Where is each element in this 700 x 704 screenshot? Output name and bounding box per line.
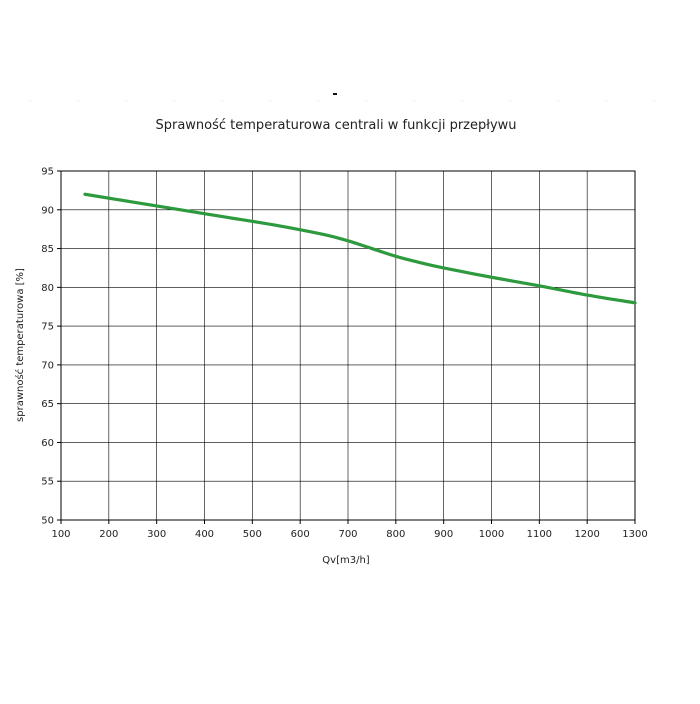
y-tick-label: 55 bbox=[41, 477, 54, 488]
grid bbox=[60, 170, 636, 521]
data-point bbox=[275, 224, 278, 227]
data-point bbox=[131, 201, 134, 204]
y-tick-label: 85 bbox=[41, 244, 54, 255]
x-axis-ticks: 100 200 300 400 500 600 700 800 900 1000 1100 1200 1… bbox=[51, 520, 648, 540]
y-axis-label: sprawność temperaturowa [%] bbox=[14, 268, 26, 422]
data-point bbox=[323, 233, 326, 236]
x-tick-label: 800 bbox=[386, 529, 405, 540]
data-point bbox=[490, 276, 493, 279]
series-line-0 bbox=[83, 192, 637, 305]
data-point bbox=[394, 255, 397, 258]
x-tick-label: 1300 bbox=[622, 529, 647, 540]
data-point bbox=[347, 239, 350, 242]
y-tick-label: 70 bbox=[41, 360, 54, 371]
series-layer bbox=[83, 192, 637, 305]
y-tick-label: 95 bbox=[41, 167, 54, 178]
data-point bbox=[84, 193, 87, 196]
x-tick-label: 300 bbox=[147, 529, 166, 540]
x-tick-label: 1000 bbox=[479, 529, 504, 540]
data-point bbox=[586, 294, 589, 297]
y-tick-label: 90 bbox=[41, 205, 54, 216]
y-tick-label: 60 bbox=[41, 438, 54, 449]
x-tick-label: 700 bbox=[338, 529, 357, 540]
data-point bbox=[538, 284, 541, 287]
chart-title: Sprawność temperaturowa centrali w funkc… bbox=[155, 118, 516, 133]
data-point bbox=[634, 301, 637, 304]
data-point bbox=[371, 247, 374, 250]
y-tick-label: 50 bbox=[41, 516, 54, 527]
y-tick-label: 80 bbox=[41, 283, 54, 294]
x-tick-label: 1200 bbox=[574, 529, 599, 540]
y-tick-label: 65 bbox=[41, 399, 54, 410]
data-point bbox=[442, 267, 445, 270]
x-tick-label: 500 bbox=[243, 529, 262, 540]
top-mark bbox=[333, 93, 337, 95]
x-axis-label: Qv[m3/h] bbox=[322, 555, 370, 566]
x-tick-label: 100 bbox=[51, 529, 70, 540]
x-tick-label: 200 bbox=[99, 529, 118, 540]
x-tick-label: 900 bbox=[434, 529, 453, 540]
y-tick-label: 75 bbox=[41, 322, 54, 333]
y-axis-ticks: 50 55 60 65 70 75 80 85 90 95 bbox=[41, 167, 61, 527]
x-tick-label: 1100 bbox=[527, 529, 552, 540]
x-tick-label: 400 bbox=[195, 529, 214, 540]
data-point bbox=[179, 208, 182, 211]
data-point bbox=[227, 216, 230, 219]
data-point bbox=[418, 261, 421, 264]
x-tick-label: 600 bbox=[291, 529, 310, 540]
